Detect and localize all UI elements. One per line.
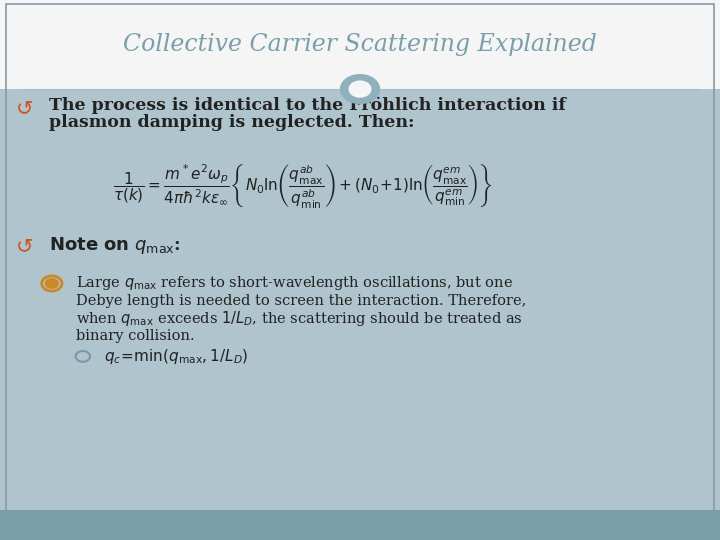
Text: The process is identical to the Fröhlich interaction if: The process is identical to the Fröhlich… <box>49 97 566 114</box>
Text: $\dfrac{1}{\tau(k)} = \dfrac{m^* e^2 \omega_p}{4\pi\hbar^2 k\varepsilon_{\infty}: $\dfrac{1}{\tau(k)} = \dfrac{m^* e^2 \om… <box>112 163 492 210</box>
Text: Collective Carrier Scattering Explained: Collective Carrier Scattering Explained <box>123 33 597 56</box>
Text: Debye length is needed to screen the interaction. Therefore,: Debye length is needed to screen the int… <box>76 294 526 308</box>
Circle shape <box>45 278 59 289</box>
Circle shape <box>348 80 372 98</box>
Text: when $q_{\mathrm{max}}$ exceeds $1/L_D$, the scattering should be treated as: when $q_{\mathrm{max}}$ exceeds $1/L_D$,… <box>76 309 522 328</box>
Text: plasmon damping is neglected. Then:: plasmon damping is neglected. Then: <box>49 114 415 131</box>
Bar <box>0 0 720 89</box>
Text: $\bf{Note\ on}$ $q_{\rm max}$:: $\bf{Note\ on}$ $q_{\rm max}$: <box>49 235 181 256</box>
Text: binary collision.: binary collision. <box>76 329 194 343</box>
Circle shape <box>340 74 380 104</box>
Bar <box>0 510 720 540</box>
Text: Large $q_{\mathrm{max}}$ refers to short-wavelength oscillations, but one: Large $q_{\mathrm{max}}$ refers to short… <box>76 274 513 292</box>
Text: ↺: ↺ <box>16 98 33 118</box>
Text: $q_c\!=\!\mathrm{min}(q_{\mathrm{max}},1/L_D)$: $q_c\!=\!\mathrm{min}(q_{\mathrm{max}},1… <box>104 347 248 366</box>
Text: ↺: ↺ <box>16 235 33 256</box>
